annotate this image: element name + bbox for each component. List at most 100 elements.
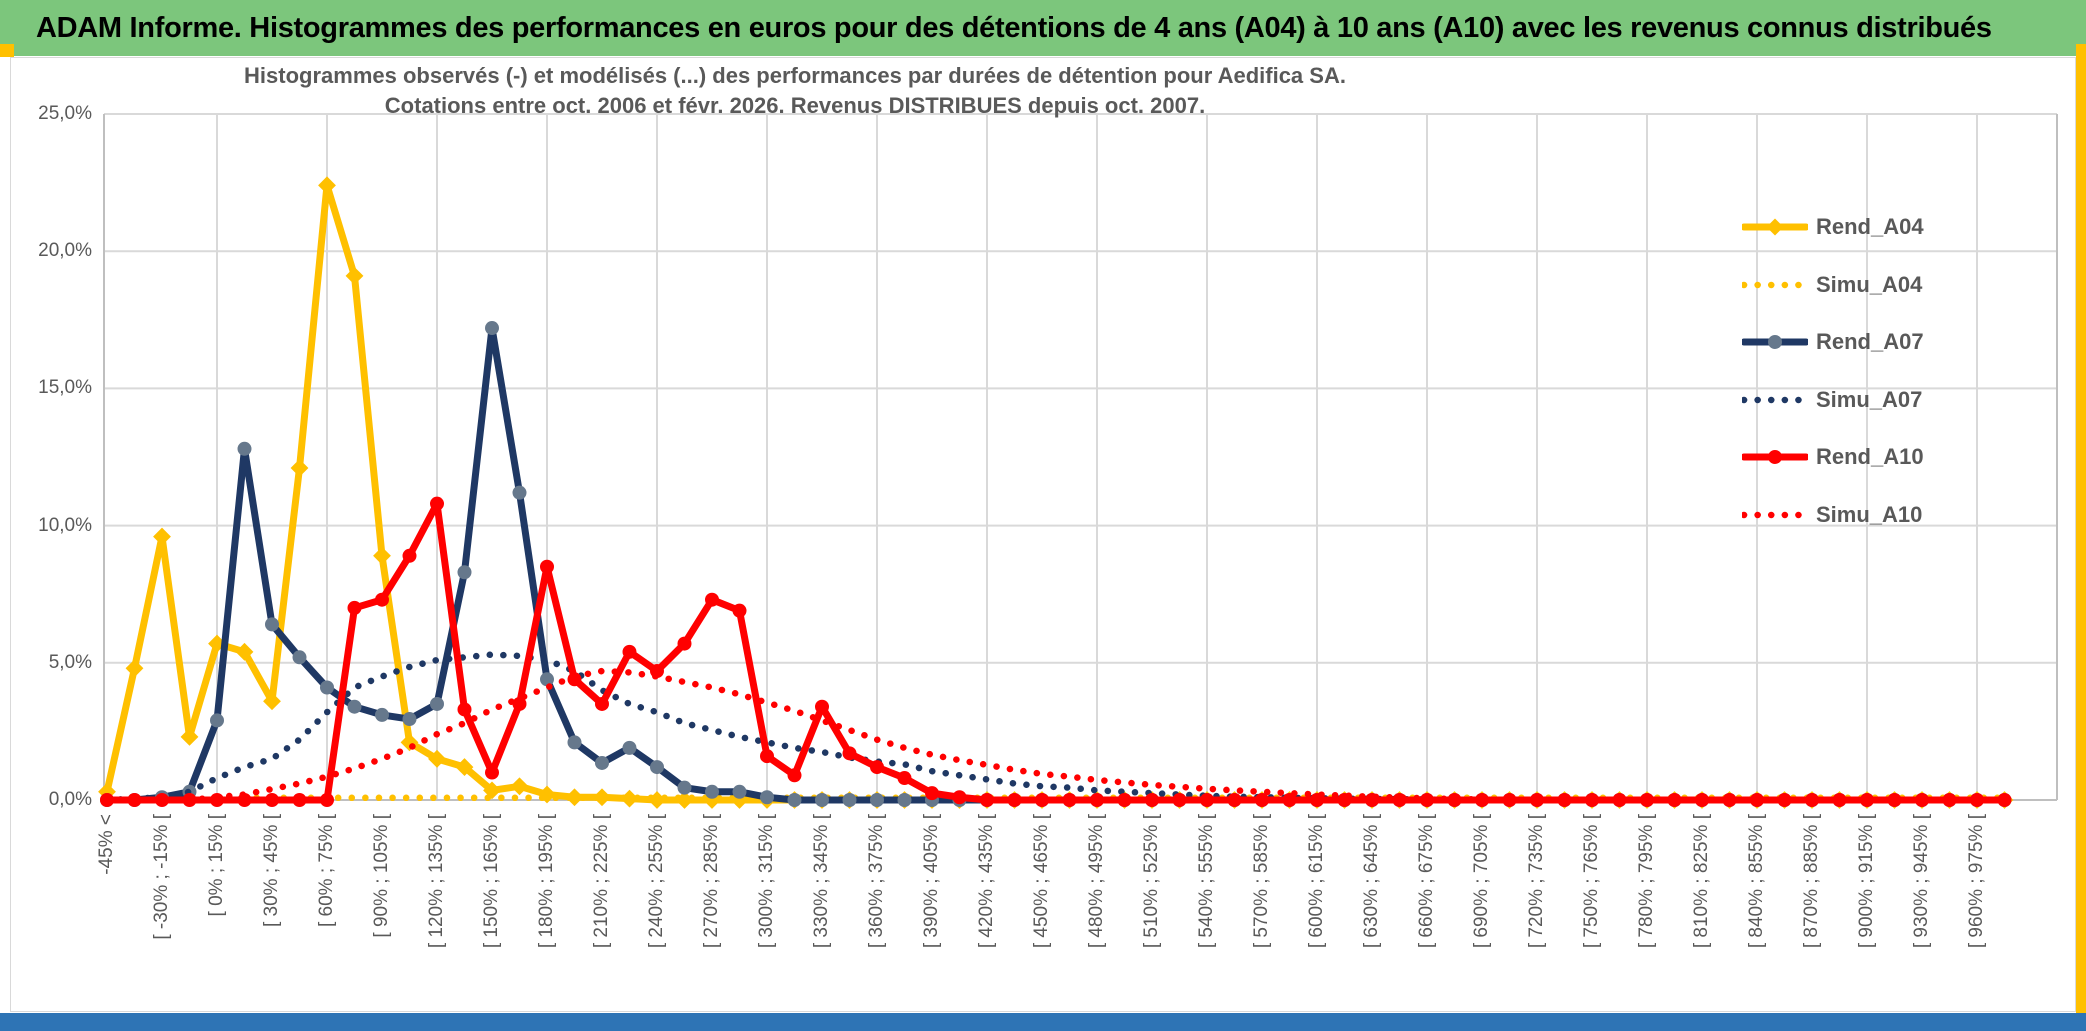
data-point-rend_a10 xyxy=(705,592,719,607)
data-point-rend_a10 xyxy=(925,786,939,801)
data-point-rend_a10 xyxy=(540,559,554,574)
y-tick-label: 10,0% xyxy=(38,514,92,536)
data-point-rend_a10 xyxy=(512,696,527,711)
data-point-rend_a10 xyxy=(1255,793,1269,807)
legend-item-rend_a04[interactable]: Rend_A04 xyxy=(1742,214,1924,240)
chart-panel xyxy=(10,57,2076,1012)
legend-swatch-dotted xyxy=(1742,396,1808,403)
data-point-rend_a07 xyxy=(622,740,637,755)
page-title: ADAM Informe. Histogrammes des performan… xyxy=(36,11,1992,44)
data-point-rend_a10 xyxy=(375,592,389,607)
data-point-rend_a04 xyxy=(510,777,529,796)
legend-item-simu_a10[interactable]: Simu_A10 xyxy=(1742,502,1922,528)
chart-title-line-2: Cotations entre oct. 2006 et févr. 2026.… xyxy=(384,93,1206,118)
data-point-rend_a10 xyxy=(677,636,692,651)
data-point-rend_a10 xyxy=(1007,793,1022,807)
y-tick-label: 5,0% xyxy=(48,651,92,673)
data-point-rend_a07 xyxy=(650,760,664,775)
series-line-simu_a10 xyxy=(103,667,2008,804)
legend-item-simu_a07[interactable]: Simu_A07 xyxy=(1742,387,1922,413)
data-point-rend_a10 xyxy=(265,793,279,807)
data-point-rend_a07 xyxy=(787,793,802,807)
data-point-rend_a07 xyxy=(897,793,912,807)
data-point-rend_a07 xyxy=(567,735,582,750)
header-title-bar: ADAM Informe. Histogrammes des performan… xyxy=(0,0,2086,56)
data-point-rend_a10 xyxy=(897,771,912,786)
data-point-rend_a10 xyxy=(320,793,334,807)
data-point-rend_a10 xyxy=(870,760,884,775)
legend-swatch-solid xyxy=(1742,335,1808,349)
data-point-rend_a04 xyxy=(620,789,639,808)
gold-strip-right-accent xyxy=(2076,44,2086,1014)
data-point-rend_a10 xyxy=(1035,793,1049,807)
data-point-rend_a10 xyxy=(1282,793,1297,807)
data-point-rend_a10 xyxy=(732,603,747,618)
data-point-rend_a10 xyxy=(347,600,362,615)
data-point-rend_a10 xyxy=(1062,793,1077,807)
data-point-rend_a10 xyxy=(1145,793,1159,807)
data-point-rend_a07 xyxy=(815,793,829,807)
data-point-rend_a07 xyxy=(457,565,472,580)
data-point-rend_a04 xyxy=(290,459,309,477)
data-point-rend_a07 xyxy=(210,713,224,728)
y-tick-label: 0,0% xyxy=(48,789,92,810)
data-point-rend_a07 xyxy=(677,780,692,795)
gold-corner-accent xyxy=(0,44,14,57)
data-point-rend_a10 xyxy=(485,765,499,780)
y-tick-label: 25,0% xyxy=(38,103,92,124)
data-point-rend_a07 xyxy=(402,712,417,727)
data-point-rend_a10 xyxy=(622,644,637,659)
data-point-rend_a04 xyxy=(318,176,336,195)
legend-label: Simu_A10 xyxy=(1816,501,1923,527)
data-point-rend_a07 xyxy=(540,672,554,687)
data-point-rend_a07 xyxy=(732,784,747,799)
data-point-rend_a10 xyxy=(1227,793,1242,807)
data-point-rend_a07 xyxy=(870,793,884,807)
legend-item-rend_a10[interactable]: Rend_A10 xyxy=(1742,444,1924,470)
data-point-rend_a04 xyxy=(345,266,364,285)
legend-swatch-dotted xyxy=(1742,281,1808,288)
data-point-rend_a07 xyxy=(705,784,719,799)
series-line-rend_a04 xyxy=(103,181,2008,804)
data-point-rend_a04 xyxy=(263,692,281,711)
data-point-rend_a07 xyxy=(595,755,609,770)
data-point-rend_a04 xyxy=(373,546,391,565)
data-point-rend_a10 xyxy=(1090,793,1104,807)
series-line-simu_a07 xyxy=(103,651,2008,804)
legend-swatch-solid xyxy=(1742,218,1808,236)
data-point-rend_a07 xyxy=(760,790,774,805)
data-point-rend_a04 xyxy=(593,788,611,807)
data-point-rend_a10 xyxy=(1200,793,1214,807)
data-point-rend_a10 xyxy=(1117,793,1132,807)
legend-item-rend_a07[interactable]: Rend_A07 xyxy=(1742,329,1924,355)
series-line-rend_a07 xyxy=(103,324,2008,804)
legend-label: Rend_A10 xyxy=(1816,444,1924,469)
data-point-rend_a07 xyxy=(265,617,279,632)
data-point-rend_a07 xyxy=(375,707,389,722)
data-point-rend_a10 xyxy=(1172,793,1187,807)
chart-title-line-1: Histogrammes observés (-) et modélisés (… xyxy=(244,63,1346,88)
legend-swatch-dotted xyxy=(1742,511,1808,518)
legend-item-simu_a04[interactable]: Simu_A04 xyxy=(1742,272,1922,298)
data-point-rend_a04 xyxy=(180,727,199,746)
footer-bar xyxy=(0,1013,2086,1031)
legend-label: Simu_A04 xyxy=(1816,271,1923,297)
data-point-rend_a04 xyxy=(565,788,584,807)
data-point-rend_a10 xyxy=(980,793,994,807)
data-point-rend_a10 xyxy=(842,746,857,761)
data-point-rend_a07 xyxy=(292,650,307,665)
data-point-rend_a10 xyxy=(815,699,829,714)
legend-swatch-solid xyxy=(1742,450,1808,464)
data-point-rend_a10 xyxy=(402,548,417,563)
data-point-rend_a07 xyxy=(320,680,334,695)
data-point-rend_a10 xyxy=(595,696,609,711)
legend-label: Rend_A04 xyxy=(1816,214,1924,239)
data-point-rend_a07 xyxy=(485,321,499,336)
data-point-rend_a07 xyxy=(842,793,857,807)
y-tick-label: 15,0% xyxy=(38,377,92,399)
data-point-rend_a10 xyxy=(292,793,307,807)
y-tick-label: 20,0% xyxy=(38,240,92,262)
data-point-rend_a10 xyxy=(457,702,472,717)
data-point-rend_a10 xyxy=(787,768,802,783)
